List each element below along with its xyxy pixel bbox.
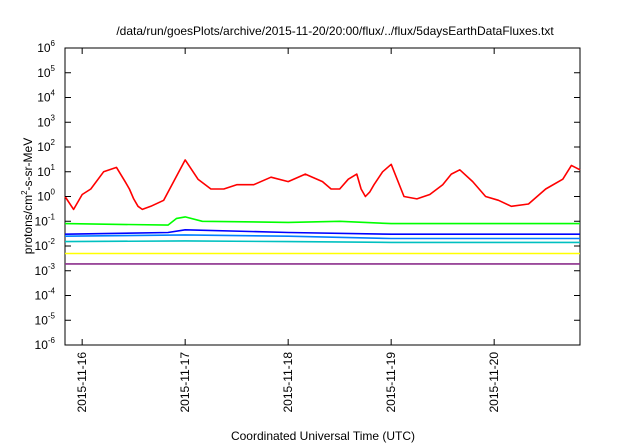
y-axis-label-base: protons/cm [21, 195, 35, 254]
y-tick-label: 101 [37, 163, 55, 179]
y-tick-base: 10 [35, 313, 49, 327]
y-tick-base: 10 [37, 165, 51, 179]
x-axis-label: Coordinated Universal Time (UTC) [231, 429, 415, 443]
series-line [64, 216, 580, 226]
y-axis-label: protons/cm2-s-sr-MeV [20, 138, 35, 254]
y-tick-base: 10 [35, 214, 49, 228]
y-tick-label: 10-4 [35, 287, 56, 303]
y-tick-base: 10 [35, 264, 49, 278]
y-axis-ticks: 10-610-510-410-310-210-11001011021031041… [35, 39, 580, 352]
y-axis-label-rest: -s-sr-MeV [21, 138, 35, 191]
y-tick-exp: 3 [51, 113, 56, 122]
y-tick-exp: -6 [48, 336, 56, 345]
series-line [64, 234, 580, 240]
y-tick-label: 104 [37, 89, 55, 105]
y-tick-exp: 4 [51, 89, 56, 98]
y-tick-exp: -5 [48, 311, 56, 320]
series-line [64, 229, 580, 235]
x-tick-label: 2015-11-20 [487, 352, 501, 413]
y-tick-exp: -4 [48, 287, 56, 296]
x-tick-label: 2015-11-18 [281, 352, 295, 413]
y-tick-base: 10 [35, 338, 49, 352]
chart-title: /data/run/goesPlots/archive/2015-11-20/2… [116, 24, 554, 38]
x-tick-label: 2015-11-16 [75, 352, 89, 413]
y-tick-base: 10 [37, 140, 51, 154]
y-tick-label: 10-3 [35, 262, 56, 278]
series-line [64, 240, 580, 244]
y-tick-exp: 6 [51, 39, 56, 48]
y-tick-label: 10-2 [35, 237, 56, 253]
y-tick-exp: -1 [48, 212, 56, 221]
x-tick-label: 2015-11-17 [178, 352, 192, 413]
y-tick-label: 10-1 [35, 212, 56, 228]
series-line [64, 159, 581, 211]
y-tick-label: 103 [37, 113, 55, 129]
series-layer [64, 159, 581, 265]
y-tick-base: 10 [35, 239, 49, 253]
y-tick-base: 10 [37, 66, 51, 80]
y-tick-exp: 5 [51, 64, 56, 73]
y-tick-base: 10 [37, 41, 51, 55]
plot-frame [64, 47, 581, 346]
y-tick-exp: 0 [51, 188, 56, 197]
y-tick-exp: -2 [48, 237, 56, 246]
x-tick-label: 2015-11-19 [384, 352, 398, 413]
y-tick-label: 100 [37, 188, 55, 204]
y-tick-label: 105 [37, 64, 55, 80]
y-tick-exp: 1 [51, 163, 56, 172]
y-tick-label: 10-5 [35, 311, 56, 327]
y-tick-base: 10 [37, 115, 51, 129]
y-tick-exp: 2 [51, 138, 56, 147]
x-axis-ticks: 2015-11-16 2015-11-17 2015-11-18 2015-11-19… [75, 48, 501, 413]
y-tick-label: 102 [37, 138, 55, 154]
y-tick-label: 106 [37, 39, 55, 55]
y-tick-base: 10 [37, 190, 51, 204]
y-axis-label-sup: 2 [20, 190, 29, 195]
y-tick-label: 10-6 [35, 336, 56, 352]
y-tick-base: 10 [37, 91, 51, 105]
y-tick-exp: -3 [48, 262, 56, 271]
y-tick-base: 10 [35, 289, 49, 303]
